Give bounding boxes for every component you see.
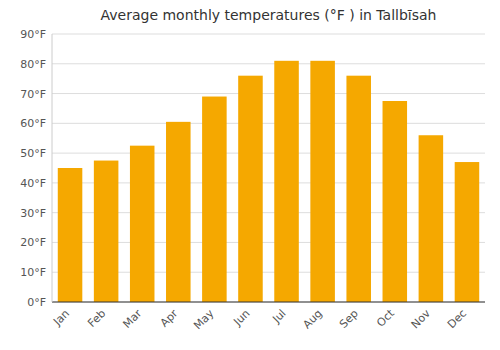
bar [274,61,299,302]
bar [310,61,335,302]
y-tick-label: 50°F [20,147,46,160]
x-axis: Jan Feb Mar Apr May Jun Jul Aug Sep Oct Nov Dec [50,306,469,332]
x-tick-label: Jul [269,307,288,326]
grid-line [52,302,485,303]
y-tick-label: 30°F [20,207,46,220]
y-tick-label: 20°F [20,236,46,249]
bar [58,168,83,302]
bar [346,76,371,302]
bar [130,146,155,302]
grid-line [52,34,485,35]
y-tick-label: 70°F [20,88,46,101]
x-tick-label: May [191,307,217,333]
y-tick-label: 10°F [20,266,46,279]
y-tick-label: 90°F [20,28,46,41]
bars [58,61,479,302]
x-tick-label: Mar [120,307,144,331]
chart-title: Average monthly temperatures (°F ) in Ta… [101,7,437,23]
x-tick-label: Sep [337,307,361,331]
grid-line [52,63,485,64]
grid-line [52,123,485,124]
y-tick-label: 80°F [20,58,46,71]
x-tick-label: Nov [409,307,434,332]
bar [455,162,480,302]
bar [419,135,444,302]
x-tick-label: Feb [85,307,108,330]
y-tick-label: 60°F [20,117,46,130]
x-tick-label: Aug [300,307,324,331]
bar [202,97,227,302]
chart-container: Average monthly temperatures (°F ) in Ta… [0,0,500,350]
y-axis-line [52,34,53,302]
bar [383,101,408,302]
x-axis-line [52,302,485,303]
y-grid [52,34,485,302]
bar [238,76,263,302]
chart-svg: Average monthly temperatures (°F ) in Ta… [0,0,500,350]
y-axis: 0°F 10°F 20°F 30°F 40°F 50°F 60°F 70°F 80°F 90°F [20,28,46,309]
x-tick-label: Oct [374,306,397,329]
x-tick-label: Jan [50,307,72,329]
bar [166,122,191,302]
x-tick-label: Apr [158,307,181,330]
y-tick-label: 0°F [27,296,46,309]
x-tick-label: Jun [231,307,253,329]
y-tick-label: 40°F [20,177,46,190]
bar [94,161,119,302]
grid-line [52,93,485,94]
x-tick-label: Dec [445,307,469,331]
